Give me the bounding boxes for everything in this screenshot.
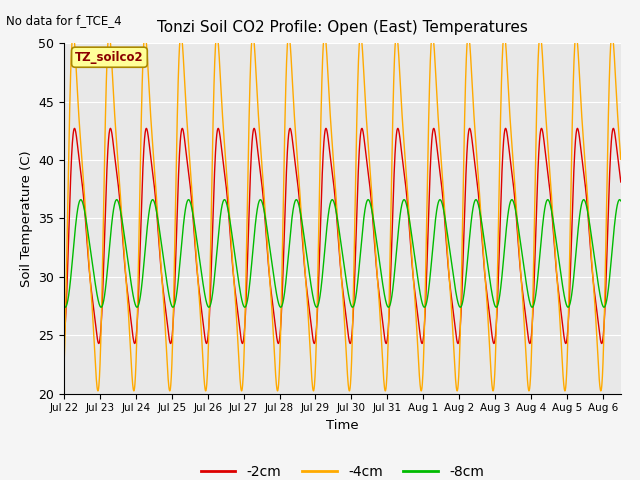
-2cm	[598, 341, 605, 347]
-2cm	[298, 228, 306, 234]
X-axis label: Time: Time	[326, 419, 358, 432]
-8cm	[113, 197, 120, 203]
-8cm	[564, 304, 572, 310]
Line: -4cm: -4cm	[64, 34, 621, 391]
-4cm	[547, 174, 554, 180]
Title: Tonzi Soil CO2 Profile: Open (East) Temperatures: Tonzi Soil CO2 Profile: Open (East) Temp…	[157, 20, 528, 35]
-2cm	[124, 289, 131, 295]
-8cm	[298, 218, 306, 224]
-2cm	[606, 158, 614, 164]
-8cm	[617, 198, 625, 204]
-2cm	[157, 261, 164, 266]
-4cm	[606, 51, 614, 57]
-8cm	[124, 256, 132, 262]
-4cm	[489, 388, 497, 394]
-2cm	[179, 125, 186, 131]
-8cm	[157, 236, 164, 241]
Line: -8cm: -8cm	[64, 200, 621, 307]
-2cm	[546, 189, 554, 195]
-2cm	[617, 179, 625, 185]
-8cm	[546, 201, 554, 207]
-2cm	[60, 336, 68, 342]
Text: No data for f_TCE_4: No data for f_TCE_4	[6, 14, 122, 27]
-8cm	[606, 268, 614, 274]
-4cm	[60, 364, 68, 370]
-4cm	[124, 299, 132, 304]
-8cm	[274, 297, 282, 303]
-8cm	[60, 303, 68, 309]
-2cm	[274, 339, 282, 345]
-4cm	[105, 31, 113, 37]
Legend: -2cm, -4cm, -8cm: -2cm, -4cm, -8cm	[195, 460, 490, 480]
Line: -2cm: -2cm	[64, 128, 621, 344]
-4cm	[274, 388, 282, 394]
-4cm	[617, 156, 625, 162]
Text: TZ_soilco2: TZ_soilco2	[75, 51, 144, 64]
-4cm	[298, 221, 306, 227]
Y-axis label: Soil Temperature (C): Soil Temperature (C)	[20, 150, 33, 287]
-4cm	[157, 259, 164, 265]
